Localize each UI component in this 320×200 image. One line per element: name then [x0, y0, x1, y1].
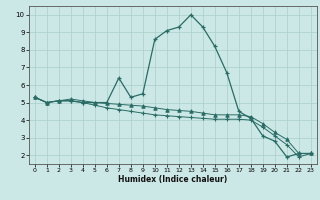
X-axis label: Humidex (Indice chaleur): Humidex (Indice chaleur) — [118, 175, 228, 184]
